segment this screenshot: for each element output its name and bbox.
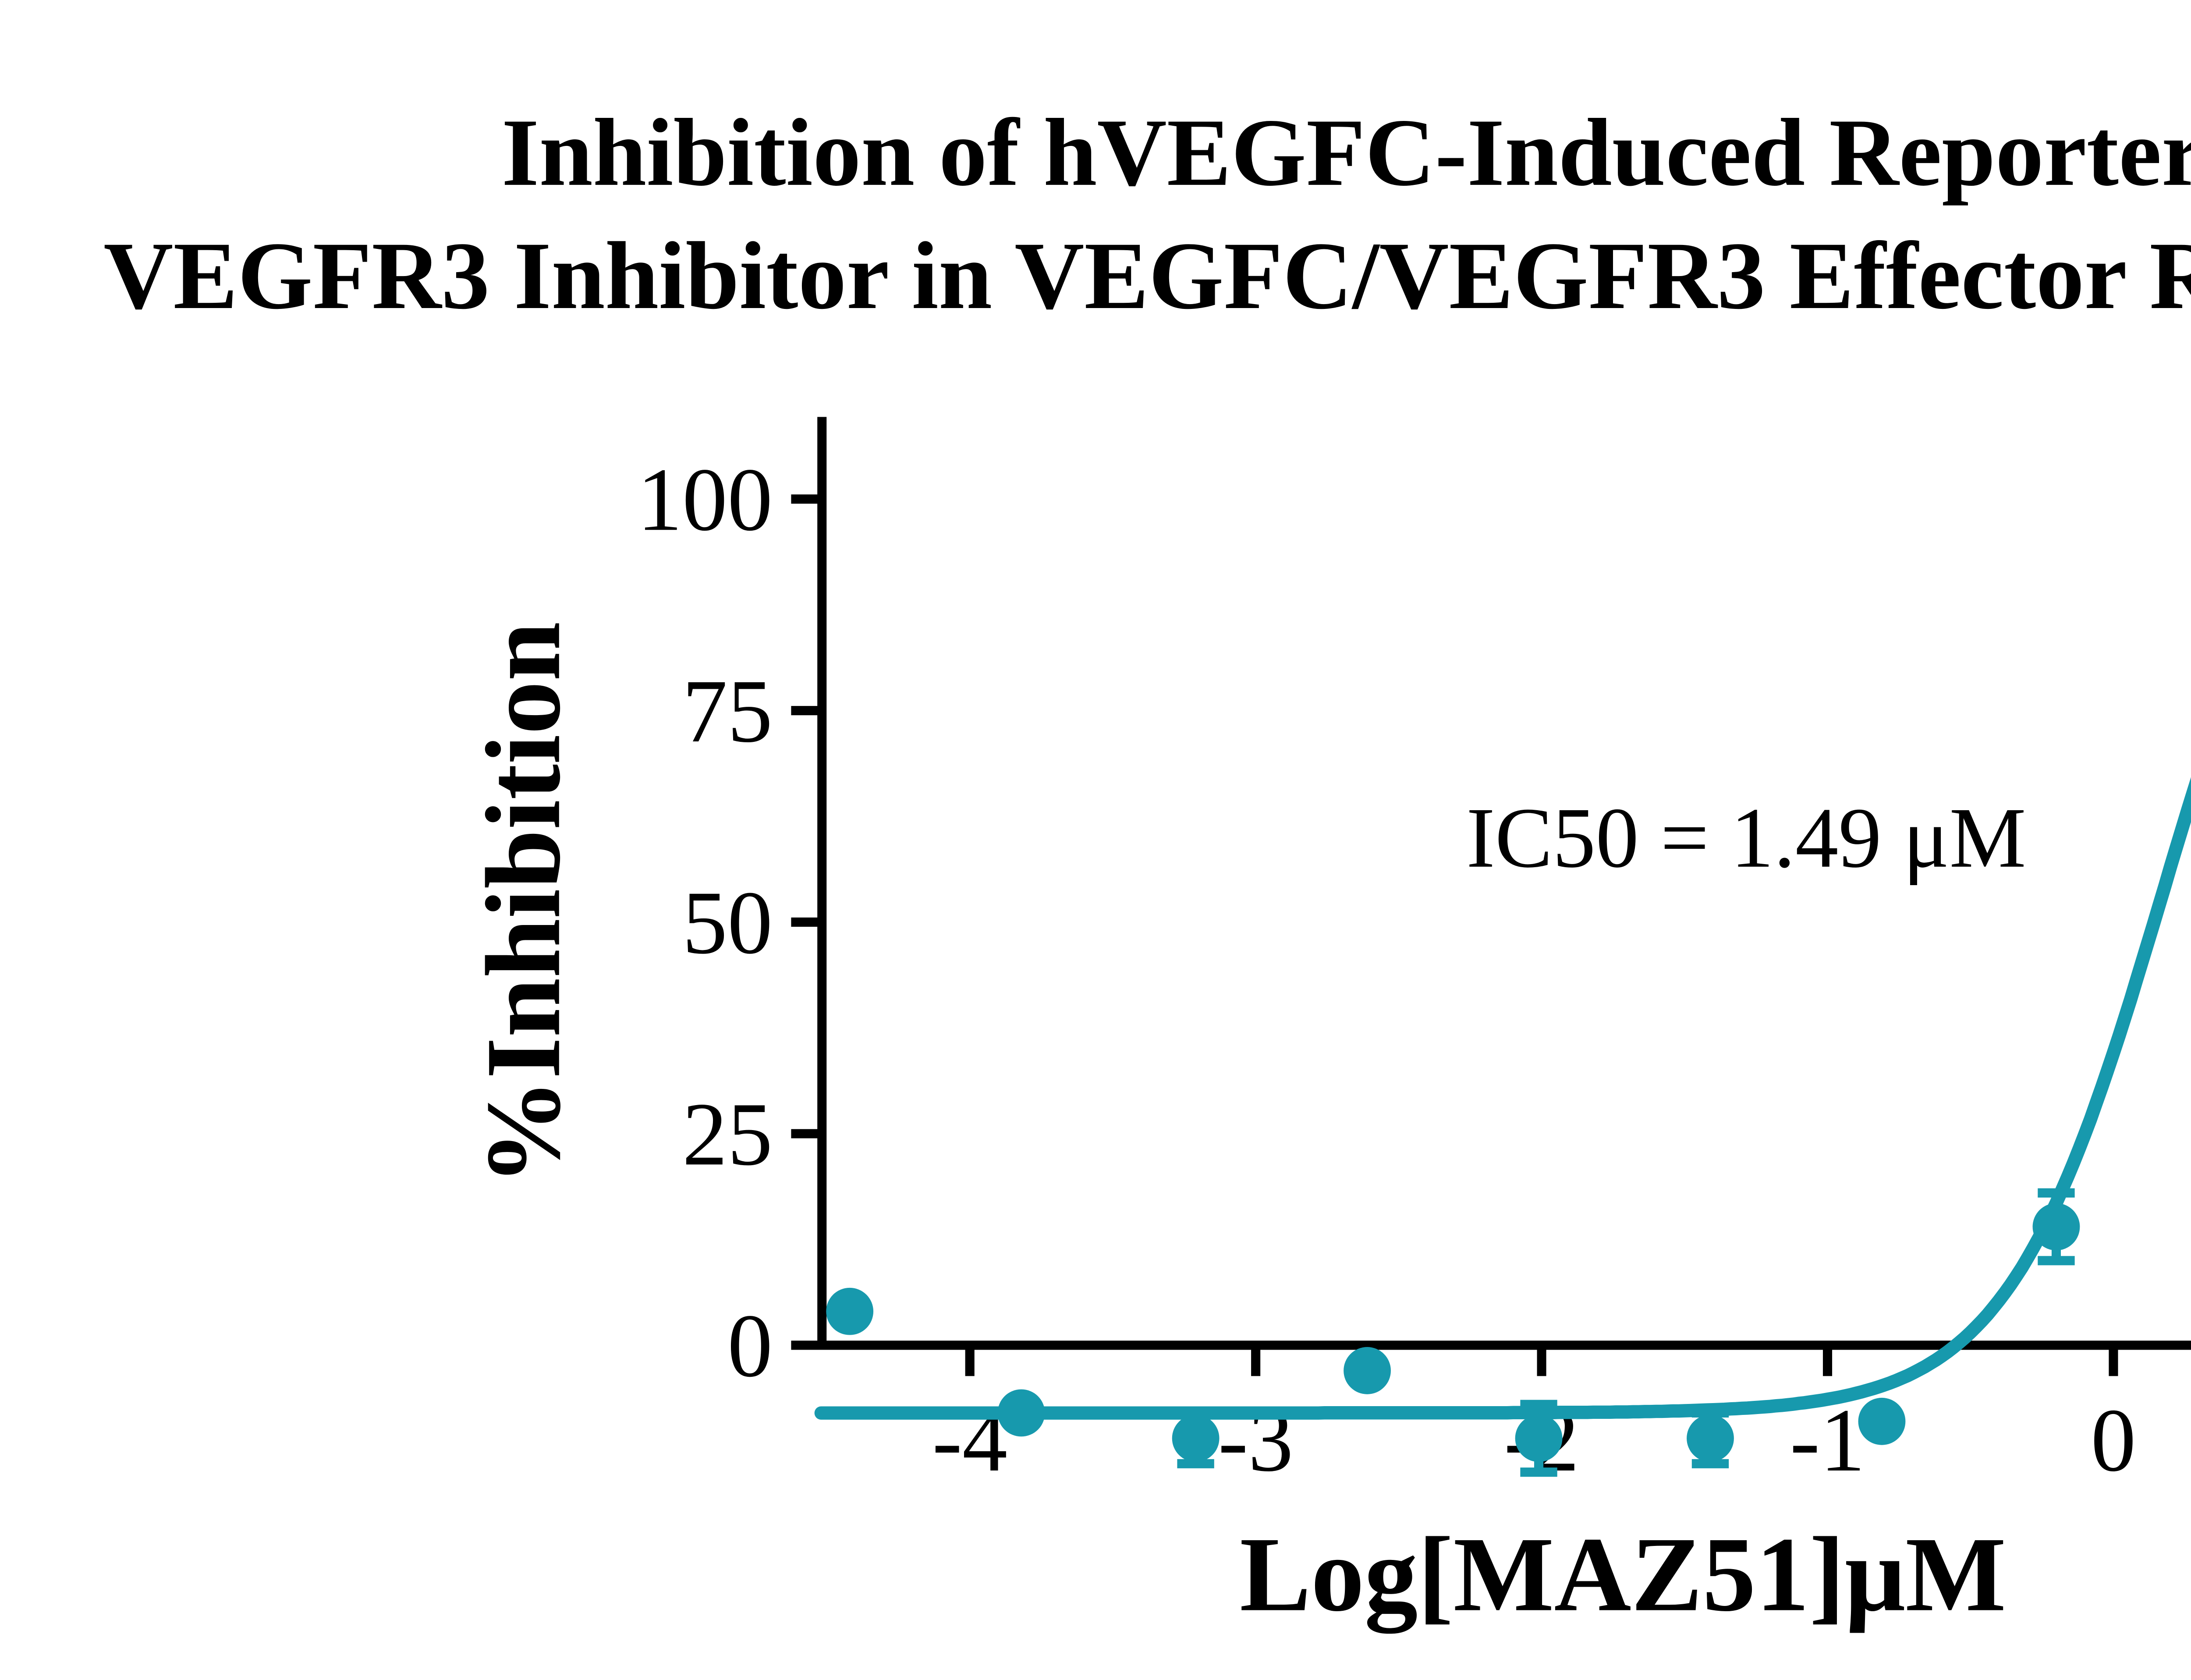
chart-title-line-2: VEGFR3 Inhibitor in VEGFC/VEGFR3 Effecto…	[103, 222, 2191, 329]
data-point	[2032, 1203, 2080, 1251]
x-tick-label: 0	[2091, 1390, 2136, 1490]
data-point	[1515, 1414, 1563, 1462]
y-tick-label: 25	[682, 1084, 773, 1184]
ic50-annotation: IC50 = 1.49 μM	[1466, 790, 2026, 886]
dose-response-curve	[814, 777, 2191, 1420]
data-point-group	[997, 1389, 1045, 1437]
data-point-group	[1344, 1347, 1391, 1394]
data-points-layer	[826, 1188, 2080, 1477]
data-point-group	[1172, 1408, 1220, 1468]
data-point	[1687, 1414, 1734, 1462]
fit-curve-layer	[814, 777, 2191, 1420]
y-tick-label: 100	[637, 449, 773, 549]
x-axis-label: Log[MAZ51]μM	[1240, 1515, 2006, 1634]
data-point-group	[826, 1287, 874, 1335]
y-axis-label: %Inhibition	[464, 622, 582, 1186]
y-tick-label: 0	[727, 1295, 773, 1396]
chart-title-line-1: Inhibition of hVEGFC-Induced Reporter Ac…	[502, 99, 2191, 206]
y-tick-label: 75	[682, 661, 773, 761]
data-point-group	[2032, 1188, 2080, 1265]
data-point	[1172, 1414, 1220, 1462]
x-tick-label: -3	[1218, 1390, 1294, 1490]
x-tick-label: -4	[932, 1390, 1007, 1490]
data-point	[997, 1389, 1045, 1437]
y-tick-label: 50	[682, 872, 773, 973]
data-point	[826, 1287, 874, 1335]
data-point	[1858, 1397, 1906, 1445]
data-point-group	[1687, 1408, 1734, 1468]
data-point	[1344, 1347, 1391, 1394]
data-point-group	[1858, 1397, 1906, 1445]
data-point-group	[1515, 1400, 1563, 1477]
